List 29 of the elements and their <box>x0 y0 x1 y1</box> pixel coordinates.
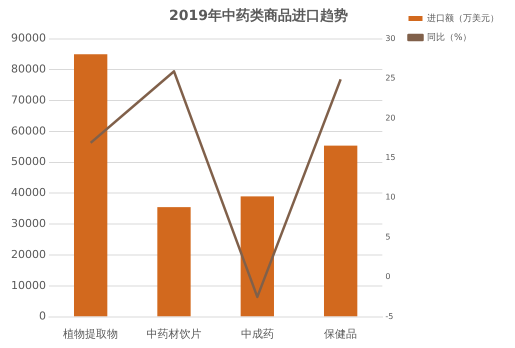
y2-tick-label: 10 <box>385 192 396 202</box>
x-tick-label: 保健品 <box>324 327 358 340</box>
y2-tick-label: 0 <box>385 272 390 282</box>
y-tick-label: 40000 <box>10 186 46 200</box>
chart-title: 2019年中药类商品进口趋势 <box>169 7 348 24</box>
y-tick-label: 10000 <box>10 278 46 292</box>
x-tick-label: 植物提取物 <box>63 327 118 340</box>
bar <box>324 146 358 316</box>
y-tick-label: 90000 <box>10 32 46 45</box>
bar <box>157 207 191 316</box>
y2-tick-label: 5 <box>385 232 390 242</box>
y-tick-label: 50000 <box>10 155 46 168</box>
x-tick-label: 中药材饮片 <box>146 327 202 340</box>
y-tick-label: 30000 <box>10 216 46 230</box>
y2-tick-label: 25 <box>385 74 396 83</box>
y-tick-label: 60000 <box>10 124 46 138</box>
legend-label: 进口额（万美元） <box>427 12 499 24</box>
y2-tick-label: -5 <box>385 312 394 321</box>
y-tick-label: 0 <box>38 310 46 323</box>
y-tick-label: 20000 <box>10 248 46 261</box>
y2-tick-label: 30 <box>385 34 396 43</box>
x-tick-label: 中成药 <box>240 327 274 340</box>
y-tick-label: 70000 <box>10 93 46 106</box>
y2-tick-label: 20 <box>385 113 396 122</box>
y2-tick-label: 15 <box>385 153 396 162</box>
bar <box>240 196 274 316</box>
legend-label: 同比（%） <box>427 32 472 43</box>
y-tick-label: 80000 <box>10 62 46 76</box>
bar <box>74 54 108 316</box>
